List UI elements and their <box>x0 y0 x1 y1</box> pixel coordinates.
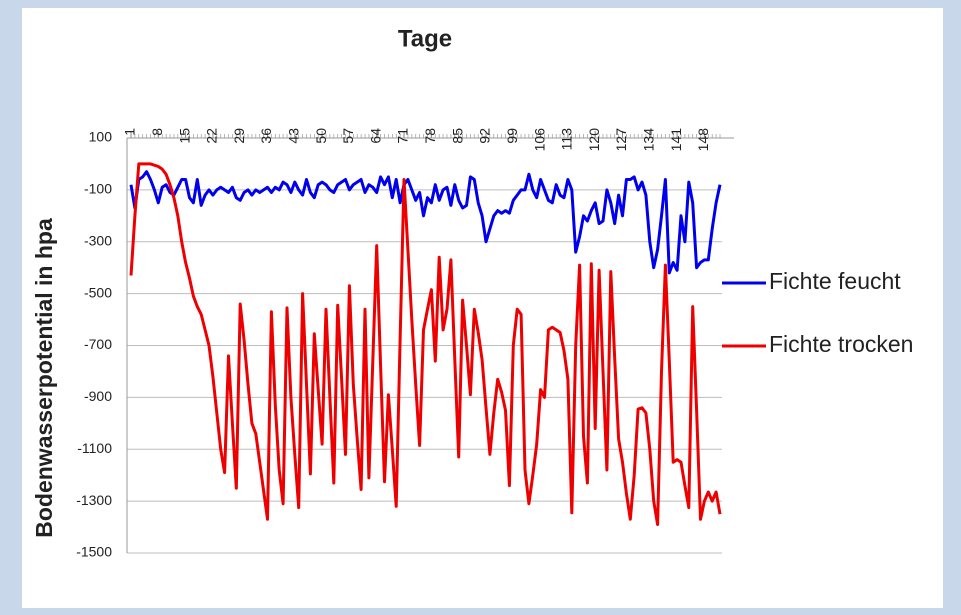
y-tick-label: -900 <box>84 388 112 404</box>
chart-panel <box>22 8 943 608</box>
data-line <box>129 170 722 275</box>
y-tick-label: -1100 <box>77 440 112 456</box>
x-tick-label: 141 <box>668 128 684 152</box>
x-tick-label: 1 <box>122 128 138 136</box>
y-tick-label: 100 <box>89 129 113 145</box>
x-tick-label: 71 <box>395 128 411 144</box>
x-tick-label: 15 <box>176 128 192 144</box>
x-tick-label: 127 <box>613 128 629 152</box>
y-tick-label: -700 <box>84 336 112 352</box>
y-tick-label: -500 <box>84 284 112 300</box>
chart-title: Tage <box>398 25 452 52</box>
x-tick-label: 64 <box>367 128 383 144</box>
x-tick-label: 134 <box>640 128 656 152</box>
y-tick-label: -300 <box>84 232 112 248</box>
y-tick-label: -1300 <box>76 492 112 508</box>
x-tick-label: 85 <box>449 128 465 144</box>
x-tick-label: 43 <box>286 128 302 144</box>
x-tick-label: 50 <box>313 128 329 144</box>
x-tick-label: 99 <box>504 128 520 144</box>
x-tick-label: 106 <box>531 128 547 152</box>
y-tick-label: -100 <box>84 181 112 197</box>
y-axis-label: Bodenwasserpotential in hpa <box>31 218 57 538</box>
data-line <box>129 162 722 526</box>
x-tick-label: 92 <box>477 128 493 144</box>
x-tick-label: 148 <box>695 128 711 152</box>
x-tick-label: 78 <box>422 128 438 144</box>
legend-label: Fichte feucht <box>769 268 901 294</box>
x-tick-label: 36 <box>258 128 274 144</box>
x-tick-label: 22 <box>204 128 220 144</box>
x-tick-label: 29 <box>231 128 247 144</box>
x-tick-label: 120 <box>586 128 602 152</box>
x-tick-label: 113 <box>559 128 575 151</box>
x-tick-label: 8 <box>149 128 165 136</box>
y-tick-label: -1500 <box>76 544 112 560</box>
x-tick-label: 57 <box>340 128 356 144</box>
legend-label: Fichte trocken <box>769 331 913 357</box>
